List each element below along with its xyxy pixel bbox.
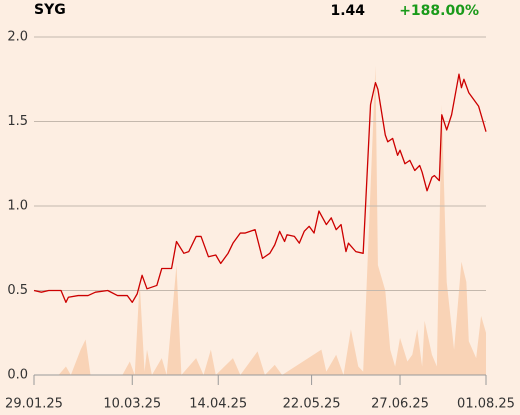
ticker: SYG xyxy=(34,2,66,18)
y-tick-label: 0.5 xyxy=(7,283,28,298)
x-tick-label: 22.05.25 xyxy=(283,397,341,412)
y-tick-label: 1.5 xyxy=(7,114,28,129)
x-tick-label: 10.03.25 xyxy=(103,397,161,412)
x-tick-label: 29.01.25 xyxy=(5,397,63,412)
y-tick-label: 0.0 xyxy=(7,368,28,383)
price: 1.44 xyxy=(330,3,365,19)
x-tick-label: 27.06.25 xyxy=(371,397,429,412)
volume-area xyxy=(34,65,486,375)
price-line xyxy=(33,73,487,303)
y-tick-label: 1.0 xyxy=(7,199,28,214)
x-tick-label: 14.04.25 xyxy=(189,397,247,412)
change: +188.00% xyxy=(399,3,479,19)
y-tick-label: 2.0 xyxy=(7,30,28,45)
x-tick-label: 01.08.25 xyxy=(457,397,515,412)
